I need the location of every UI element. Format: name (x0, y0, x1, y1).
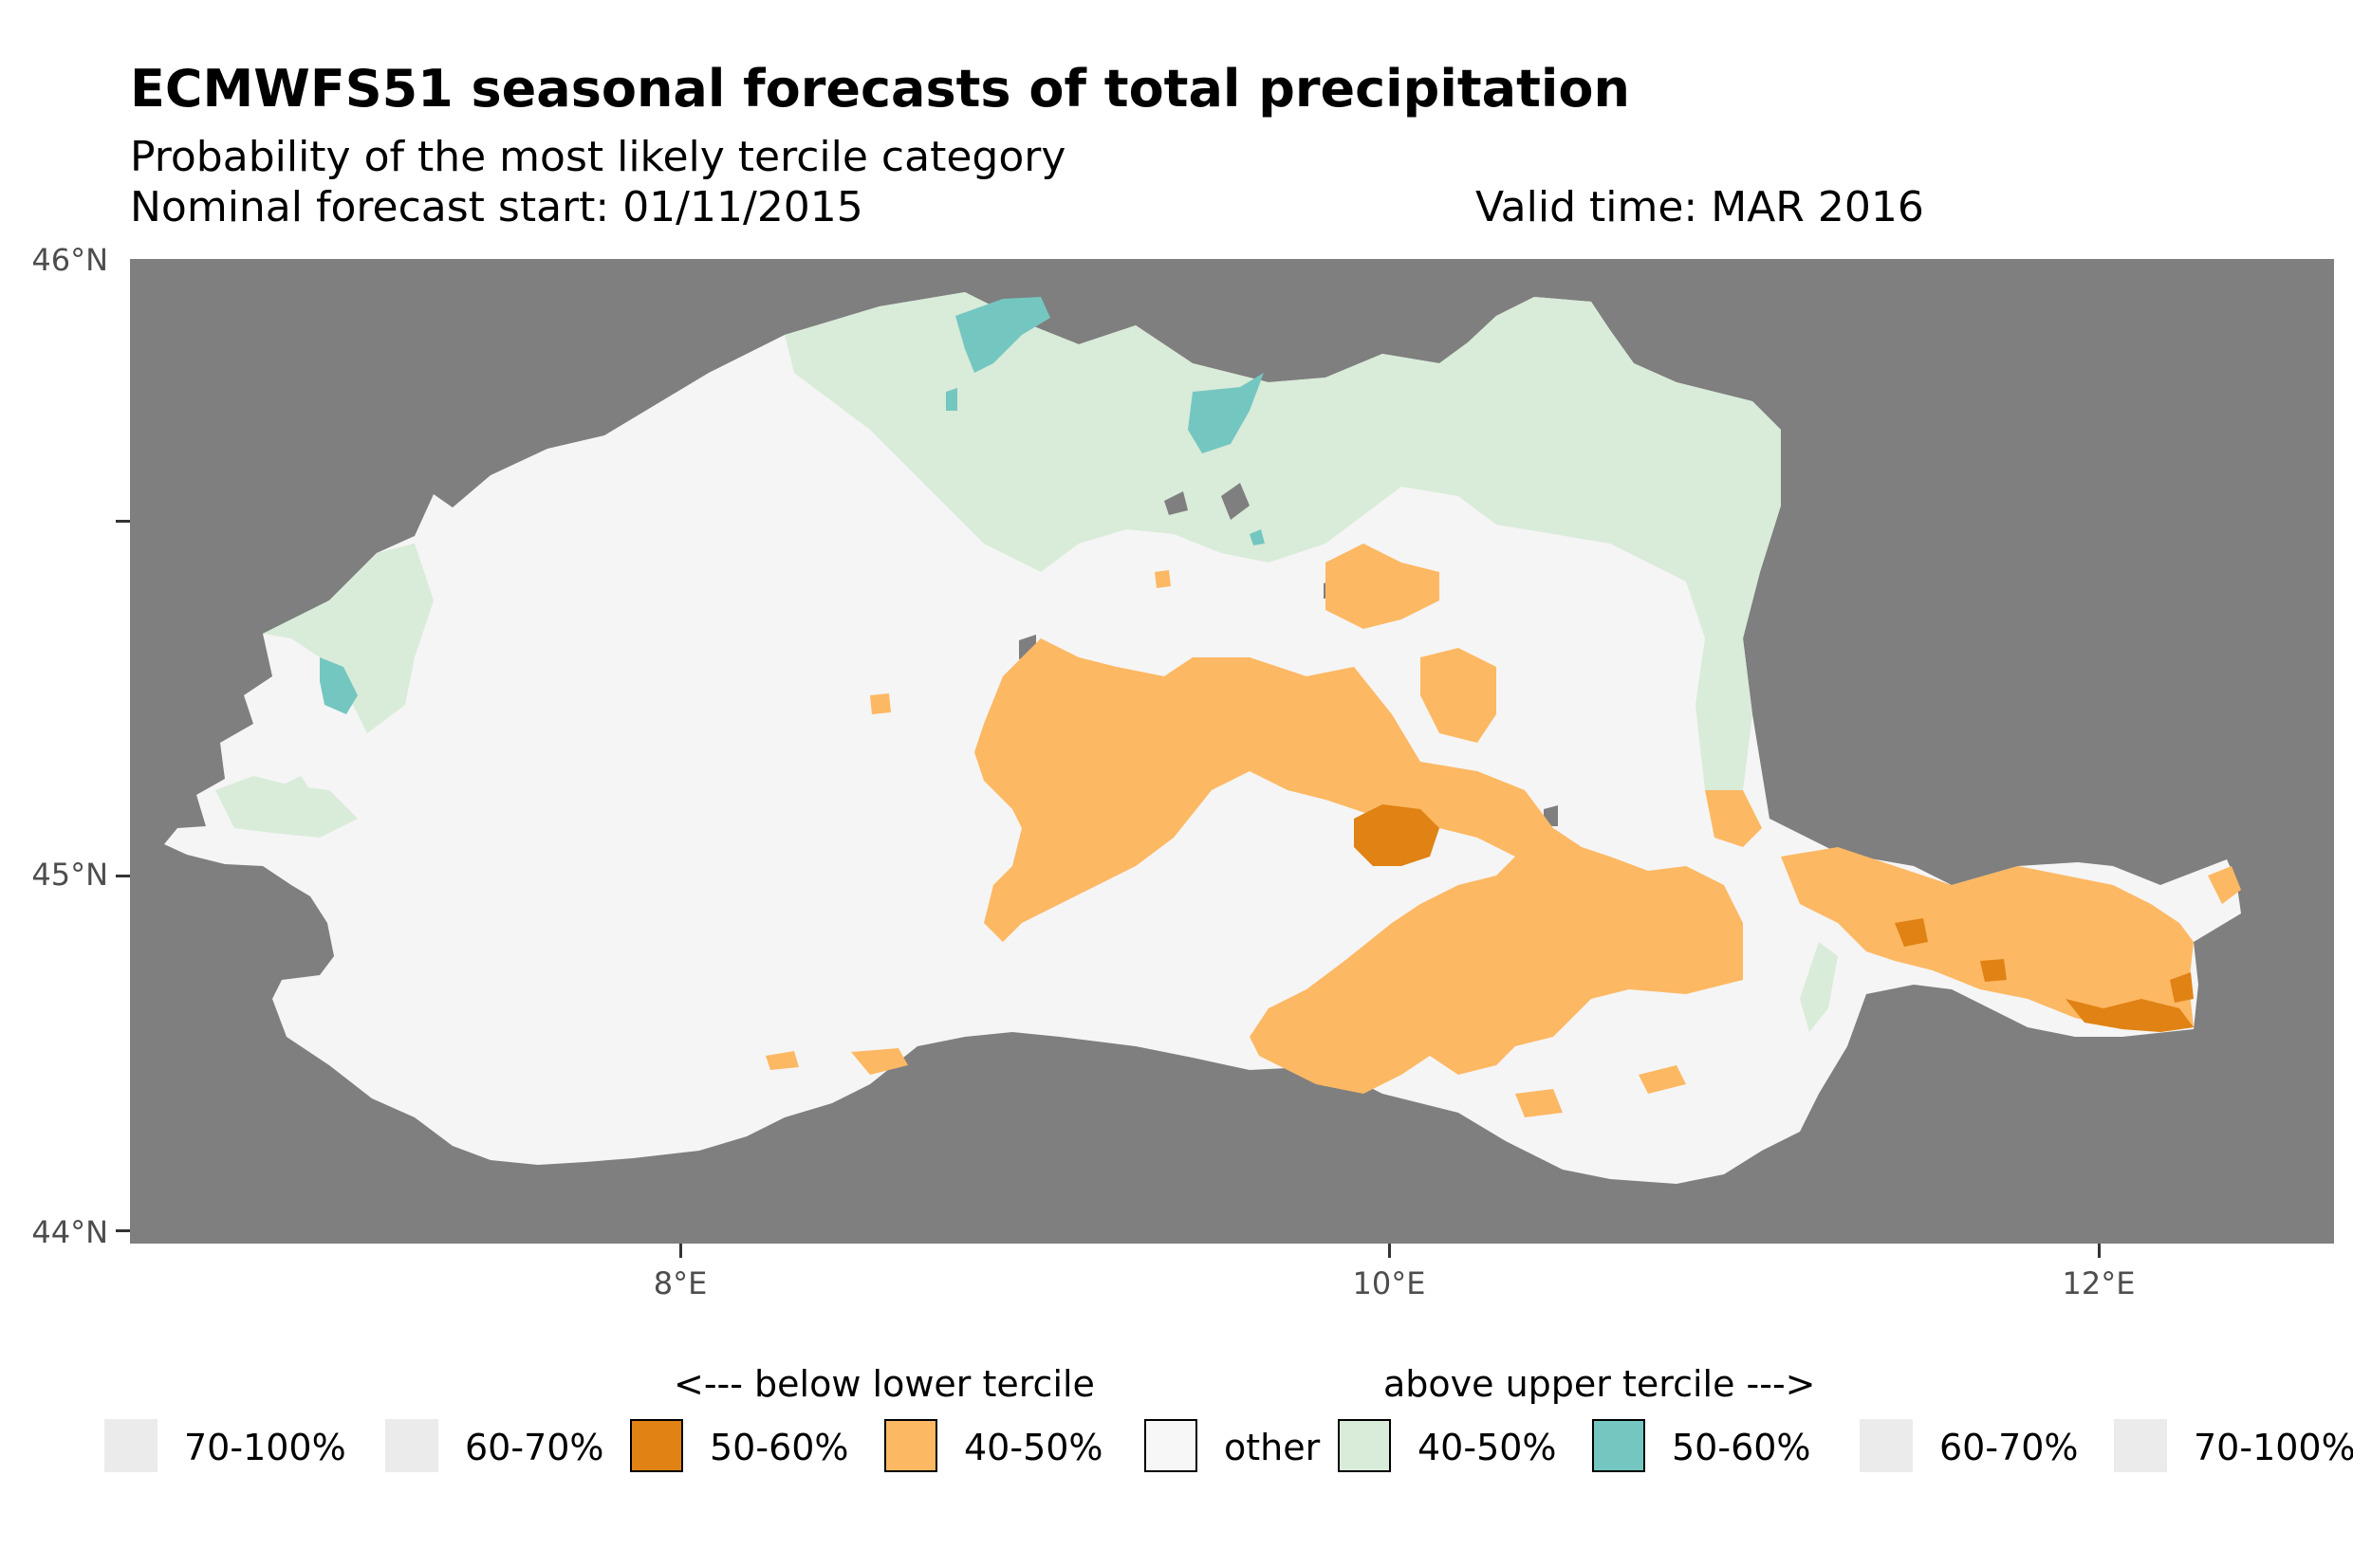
y-tick-label-46n: 46°N (31, 242, 108, 278)
legend-label: 40-50% (964, 1427, 1103, 1468)
legend-swatch (1144, 1419, 1197, 1472)
legend-swatch (1338, 1419, 1391, 1472)
valid-time-label: Valid time: MAR 2016 (1475, 183, 1924, 231)
region-above-40-50 (215, 292, 1838, 1032)
chart-subtitle: Probability of the most likely tercile c… (130, 133, 1066, 181)
region-above-50-60 (320, 297, 1265, 714)
legend-below-header: <--- below lower tercile (674, 1363, 1095, 1405)
region-below-50-60 (1354, 804, 2194, 1032)
y-tick-label-45n: 45°N (31, 857, 108, 893)
x-tick-label-10e: 10°E (1352, 1265, 1426, 1301)
x-tick-12e (2098, 1244, 2101, 1258)
legend-swatch (630, 1419, 683, 1472)
x-tick-10e (1388, 1244, 1391, 1258)
legend-swatch (884, 1419, 937, 1472)
legend-label: other (1224, 1427, 1321, 1468)
legend-swatch (385, 1419, 438, 1472)
legend-label: 70-100% (184, 1427, 346, 1468)
legend-above-header: above upper tercile ---> (1383, 1363, 1816, 1405)
y-tick-46n (116, 520, 130, 523)
legend-swatch (1860, 1419, 1913, 1472)
legend-label: 60-70% (1939, 1427, 2079, 1468)
legend-label: 60-70% (465, 1427, 604, 1468)
legend-label: 70-100% (2194, 1427, 2353, 1468)
y-tick-label-44n: 44°N (31, 1214, 108, 1250)
legend-label: 40-50% (1417, 1427, 1557, 1468)
legend-label: 50-60% (1672, 1427, 1811, 1468)
forecast-start-label: Nominal forecast start: 01/11/2015 (130, 183, 863, 231)
x-tick-label-8e: 8°E (653, 1265, 708, 1301)
y-tick-45n (116, 875, 130, 877)
legend-swatch (1592, 1419, 1645, 1472)
legend-swatch (104, 1419, 157, 1472)
region-below-40-50 (766, 544, 2241, 1117)
x-tick-8e (679, 1244, 682, 1258)
forecast-map (164, 292, 2241, 1184)
map-panel (130, 259, 2334, 1244)
y-tick-44n (116, 1229, 130, 1232)
chart-title: ECMWFS51 seasonal forecasts of total pre… (130, 59, 1630, 119)
legend-label: 50-60% (710, 1427, 849, 1468)
legend-swatch (2114, 1419, 2167, 1472)
x-tick-label-12e: 12°E (2062, 1265, 2136, 1301)
